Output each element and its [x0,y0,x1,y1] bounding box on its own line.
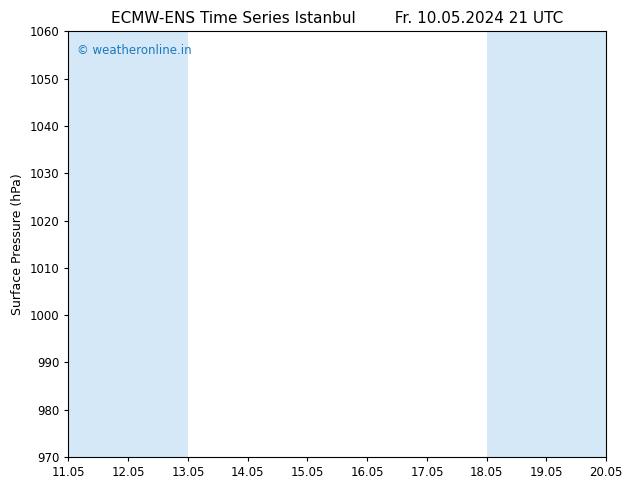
Bar [158,31,188,457]
Bar [547,31,576,457]
Bar [128,31,158,457]
Bar [98,31,128,457]
Bar [487,31,517,457]
Bar [576,31,606,457]
Title: ECMW-ENS Time Series Istanbul        Fr. 10.05.2024 21 UTC: ECMW-ENS Time Series Istanbul Fr. 10.05.… [111,11,564,26]
Bar [68,31,98,457]
Bar [517,31,547,457]
Text: © weatheronline.in: © weatheronline.in [77,44,191,57]
Y-axis label: Surface Pressure (hPa): Surface Pressure (hPa) [11,173,24,315]
